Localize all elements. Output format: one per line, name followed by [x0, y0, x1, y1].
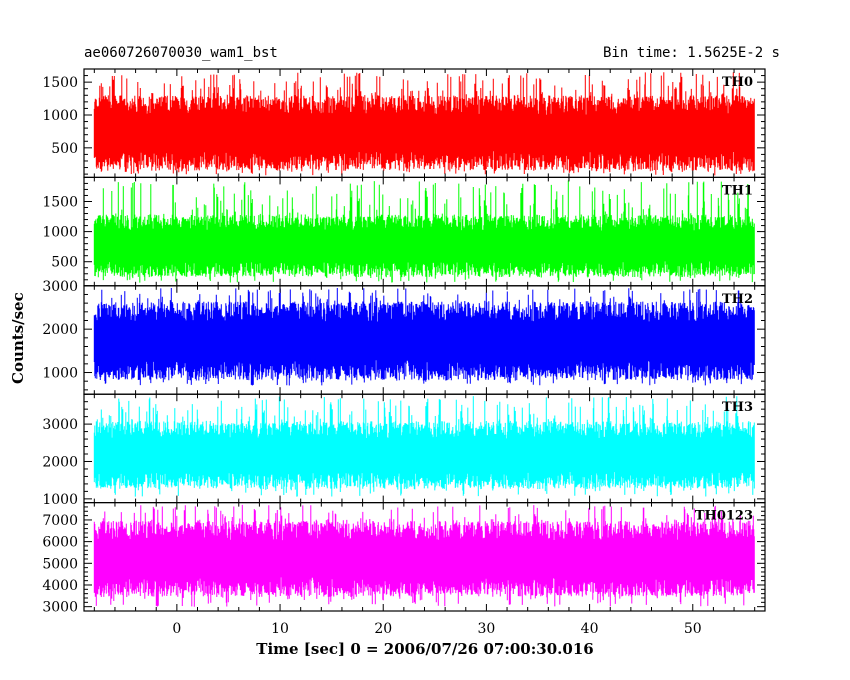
y-tick-label: 6000	[42, 535, 78, 551]
series-th1	[93, 180, 755, 283]
y-tick-label: 4000	[42, 578, 78, 594]
y-tick-label: 5000	[42, 556, 78, 572]
x-tick-label: 20	[374, 621, 392, 637]
x-axis-label: Time [sec] 0 = 2006/07/26 07:00:30.016	[256, 640, 594, 658]
bin-time-label: Bin time: 1.5625E-2 s	[602, 45, 780, 61]
y-tick-label: 3000	[42, 279, 78, 295]
panel-label: TH1	[722, 183, 753, 198]
panel-th1: 500 1000 1500 TH1	[42, 176, 766, 287]
panel-th0123: 3000 4000 5000 6000 7000 TH0123	[42, 502, 766, 616]
panel-label: TH2	[722, 292, 753, 307]
y-tick-label: 3000	[42, 417, 78, 433]
series-th0	[93, 72, 755, 176]
y-tick-label: 2000	[42, 454, 78, 470]
panel-th0: 500 1000 1500 TH0	[42, 68, 766, 179]
y-tick-label: 3000	[42, 600, 78, 616]
panel-th3: 1000 2000 3000 TH3	[42, 393, 766, 508]
series-th3	[93, 396, 755, 497]
y-axis-label: Counts/sec	[9, 292, 27, 384]
series-th0123	[93, 504, 755, 607]
y-tick-label: 500	[51, 141, 78, 157]
x-tick-label: 50	[684, 621, 702, 637]
x-tick-label: 30	[477, 621, 495, 637]
y-tick-label: 1500	[42, 194, 78, 210]
panel-label: TH0123	[695, 509, 753, 524]
y-tick-label: 7000	[42, 513, 78, 529]
y-tick-label: 500	[51, 255, 78, 271]
y-tick-label: 1000	[42, 492, 78, 508]
y-tick-label: 1000	[42, 225, 78, 241]
x-tick-label: 40	[581, 621, 599, 637]
y-tick-label: 1500	[42, 75, 78, 91]
plot-title: ae060726070030_wam1_bst	[84, 45, 278, 61]
y-tick-label: 2000	[42, 322, 78, 338]
x-tick-label: 10	[271, 621, 289, 637]
panel-label: TH3	[722, 400, 753, 415]
y-tick-label: 1000	[42, 108, 78, 124]
x-tick-label: 0	[172, 621, 181, 637]
series-th2	[93, 288, 755, 386]
y-tick-label: 1000	[42, 366, 78, 382]
panel-th2: 1000 2000 3000 TH2	[42, 279, 766, 395]
panel-label: TH0	[722, 75, 753, 90]
